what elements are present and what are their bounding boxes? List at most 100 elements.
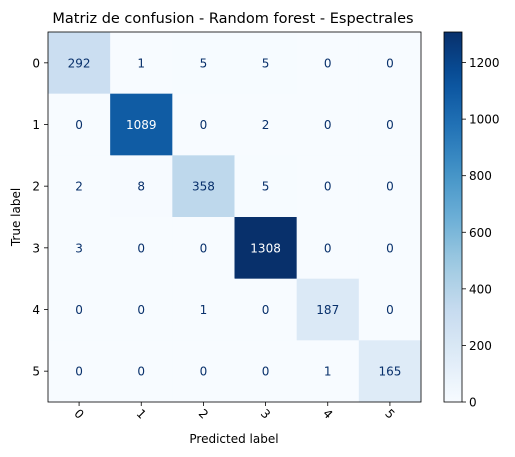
colorbar-tick-label: 1200 xyxy=(469,56,500,70)
heatmap-cell xyxy=(110,32,173,95)
cell-value-label: 0 xyxy=(75,365,83,379)
y-tick-label: 3 xyxy=(32,241,40,255)
heatmap-cell xyxy=(234,278,298,341)
cell-value-label: 5 xyxy=(200,56,208,70)
cell-value-label: 0 xyxy=(200,365,208,379)
heatmap-cell xyxy=(296,278,360,341)
x-axis-ticks: 0 1 2 3 4 5 xyxy=(71,402,398,422)
cell-value-label: 0 xyxy=(262,303,270,317)
heatmap-cell xyxy=(110,278,173,341)
heatmap-cell xyxy=(234,93,298,156)
cell-value-label: 0 xyxy=(75,118,83,132)
heatmap-cell xyxy=(296,93,360,156)
x-tick-label: 4 xyxy=(320,406,335,421)
x-axis-label: Predicted label xyxy=(189,432,278,446)
heatmap-cell xyxy=(234,217,298,280)
cell-value-label: 292 xyxy=(68,56,91,70)
cell-value-label: 0 xyxy=(200,118,208,132)
cell-value-label: 0 xyxy=(324,241,332,255)
cell-value-label: 0 xyxy=(137,365,145,379)
heatmap-cell xyxy=(48,155,111,218)
cell-value-label: 0 xyxy=(386,118,394,132)
colorbar-tick-label: 600 xyxy=(469,226,492,240)
heatmap-cell xyxy=(48,217,111,280)
cell-value-label: 0 xyxy=(324,56,332,70)
y-tick-label: 0 xyxy=(32,56,40,70)
colorbar-tick-label: 400 xyxy=(469,282,492,296)
cell-value-label: 5 xyxy=(262,180,270,194)
heatmap-cell xyxy=(234,340,298,403)
heatmap-cell xyxy=(296,32,360,95)
cell-value-label: 0 xyxy=(200,241,208,255)
cell-value-label: 0 xyxy=(386,56,394,70)
y-tick-label: 5 xyxy=(32,365,40,379)
y-tick-label: 4 xyxy=(32,303,40,317)
x-tick-label: 2 xyxy=(196,406,211,421)
heatmap-cell xyxy=(234,155,298,218)
colorbar-tick-label: 800 xyxy=(469,169,492,183)
cell-value-label: 0 xyxy=(262,365,270,379)
plot-frame xyxy=(47,31,422,403)
colorbar: 0 200 400 600 800 1000 1200 xyxy=(443,31,500,410)
heatmap-cell xyxy=(358,155,422,218)
heatmap-cell xyxy=(234,32,298,95)
heatmap-cell xyxy=(358,278,422,341)
cell-value-label: 1 xyxy=(137,56,145,70)
cell-value-label: 0 xyxy=(386,303,394,317)
cell-value-label: 0 xyxy=(324,118,332,132)
heatmap-cell xyxy=(172,93,235,156)
x-tick-label: 0 xyxy=(71,406,86,421)
heatmap-cell xyxy=(358,32,422,95)
colorbar-tick-label: 200 xyxy=(469,339,492,353)
y-tick-label: 1 xyxy=(32,118,40,132)
heatmap-cell xyxy=(296,217,360,280)
heatmap-cell xyxy=(296,155,360,218)
cell-value-label: 1089 xyxy=(126,118,157,132)
heatmap-cell xyxy=(48,278,111,341)
heatmap-cell xyxy=(358,217,422,280)
heatmap-cell xyxy=(296,340,360,403)
cell-value-label: 165 xyxy=(378,365,401,379)
colorbar-tick-label: 1000 xyxy=(469,113,500,127)
heatmap-cell xyxy=(48,93,111,156)
heatmap-cell xyxy=(110,155,173,218)
heatmap-cell xyxy=(172,340,235,403)
cell-value-label: 0 xyxy=(324,180,332,194)
heatmap-cell xyxy=(172,217,235,280)
cell-value-label: 0 xyxy=(386,241,394,255)
cell-value-label: 0 xyxy=(137,303,145,317)
heatmap-cell xyxy=(172,155,235,218)
cell-value-label: 2 xyxy=(75,180,83,194)
cell-value-label: 3 xyxy=(75,241,83,255)
cell-value-label: 1 xyxy=(324,365,332,379)
cell-value-label: 1 xyxy=(200,303,208,317)
heatmap-cell xyxy=(48,32,111,95)
x-tick-label: 5 xyxy=(382,406,397,421)
cell-value-label: 0 xyxy=(75,303,83,317)
y-axis-label: True label xyxy=(9,188,23,247)
cell-value-label: 187 xyxy=(316,303,339,317)
colorbar-tick-label: 0 xyxy=(469,396,477,410)
y-tick-label: 2 xyxy=(32,180,40,194)
heatmap-cell xyxy=(172,278,235,341)
cell-value-label: 0 xyxy=(386,180,394,194)
chart-title: Matriz de confusion - Random forest - Es… xyxy=(52,11,413,27)
heatmap-cell xyxy=(358,340,422,403)
cell-value-label: 2 xyxy=(262,118,270,132)
y-axis-ticks: 0 1 2 3 4 5 xyxy=(32,56,48,379)
heatmap-cell xyxy=(358,93,422,156)
cell-value-label: 0 xyxy=(137,241,145,255)
heatmap-cell xyxy=(172,32,235,95)
heatmap-cell xyxy=(110,93,173,156)
heatmap-cells: 292 1 5 5 0 0 0 1089 0 2 0 0 2 8 358 5 0 0 3 0 0 1308 0 0 0 0 1 0 18… xyxy=(48,32,422,403)
x-tick-label: 1 xyxy=(134,406,149,421)
colorbar-gradient xyxy=(443,31,463,403)
heatmap-cell xyxy=(110,217,173,280)
cell-value-label: 1308 xyxy=(250,241,281,255)
cell-value-label: 358 xyxy=(192,180,215,194)
cell-value-label: 8 xyxy=(137,180,145,194)
cell-value-label: 5 xyxy=(262,56,270,70)
heatmap-cell xyxy=(48,340,111,403)
x-tick-label: 3 xyxy=(258,406,273,421)
